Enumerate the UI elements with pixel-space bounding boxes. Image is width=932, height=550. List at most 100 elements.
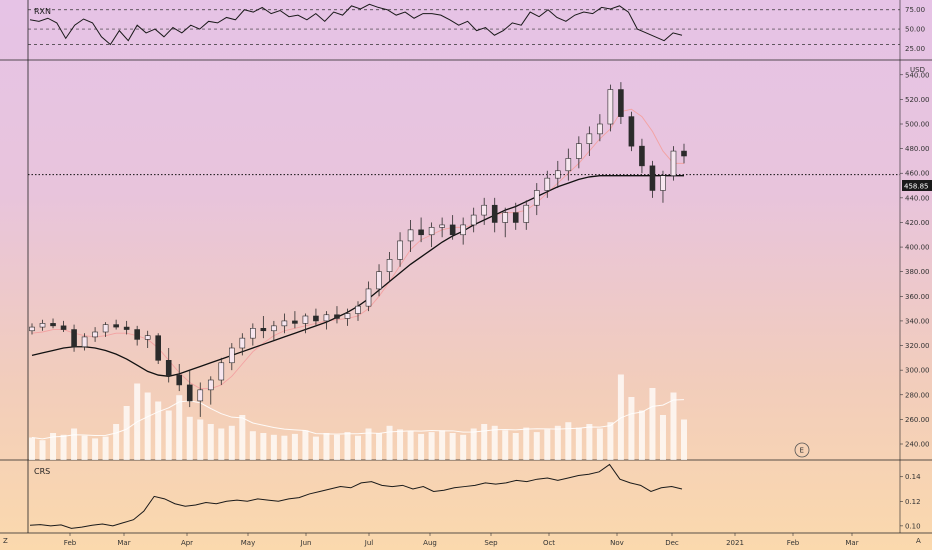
- crs-title: CRS: [34, 467, 50, 476]
- price-candle: [470, 207, 477, 233]
- volume-bar: [596, 428, 603, 460]
- candle-body: [229, 347, 235, 364]
- price-candle: [681, 143, 687, 164]
- volume-bar: [449, 433, 456, 460]
- volume-bar: [344, 432, 351, 460]
- candle-body: [281, 320, 288, 327]
- volume-bar: [239, 415, 246, 460]
- price-candle: [428, 222, 435, 248]
- volume-bar: [218, 428, 225, 460]
- price-candle: [344, 308, 351, 326]
- price-candle: [260, 316, 267, 339]
- price-tick-label: 540.00: [905, 71, 930, 79]
- price-candle: [618, 82, 624, 124]
- candle-body: [313, 315, 319, 322]
- price-candle: [418, 217, 424, 243]
- volume-bar: [186, 416, 193, 460]
- earnings-marker[interactable]: E: [794, 442, 810, 458]
- candle-body: [555, 170, 561, 179]
- last-price-value: 458.85: [904, 183, 929, 191]
- volume-bar: [481, 424, 488, 460]
- candle-body: [670, 150, 677, 176]
- price-candle: [376, 264, 382, 297]
- volume-bar: [207, 424, 214, 460]
- candle-body: [639, 145, 645, 167]
- price-candle: [186, 370, 193, 408]
- price-tick-label: 480.00: [905, 145, 930, 153]
- volume-bar: [365, 428, 372, 460]
- volume-bar: [628, 397, 635, 460]
- candle-body: [292, 320, 298, 324]
- volume-bar: [575, 427, 582, 460]
- candle-body: [81, 336, 88, 348]
- price-candle: [597, 114, 603, 142]
- price-candle: [229, 343, 235, 371]
- volume-bar: [617, 374, 624, 460]
- volume-bar: [376, 433, 383, 460]
- x-tick-label: May: [241, 539, 255, 547]
- volume-bar: [607, 422, 614, 460]
- crs-series-line: [29, 463, 683, 529]
- volume-bar: [123, 406, 130, 460]
- price-candle: [302, 313, 309, 334]
- auto-scale-label[interactable]: A: [916, 537, 921, 545]
- volume-bar: [533, 432, 540, 460]
- candle-body: [649, 165, 656, 191]
- price-candle: [660, 170, 666, 203]
- candle-body: [470, 214, 477, 226]
- candle-body: [660, 175, 666, 191]
- volume-bar: [144, 392, 151, 460]
- price-candle: [586, 126, 593, 156]
- volume-bar: [260, 433, 267, 460]
- volume-bar: [386, 425, 393, 460]
- candle-body: [71, 329, 77, 348]
- price-candle: [281, 313, 288, 334]
- candle-body: [323, 314, 330, 322]
- price-tick-label: 260.00: [905, 416, 930, 424]
- x-tick-label: Apr: [181, 539, 193, 547]
- volume-bar: [176, 395, 183, 460]
- volume-bar: [470, 428, 477, 460]
- volume-bar: [92, 438, 99, 460]
- volume-bar: [638, 410, 645, 460]
- price-candle: [239, 333, 246, 356]
- candle-body: [544, 177, 551, 191]
- price-candle: [323, 311, 330, 330]
- rsi-series-line: [29, 3, 683, 46]
- price-candle: [481, 197, 487, 225]
- price-candle: [92, 327, 98, 342]
- volume-bar: [544, 429, 551, 460]
- volume-bar: [565, 422, 572, 460]
- volume-bar: [302, 430, 309, 460]
- candle-body: [60, 325, 67, 330]
- volume-bar: [418, 433, 425, 460]
- volume-bar: [113, 424, 120, 460]
- volume-bar: [439, 430, 446, 460]
- price-tick-label: 280.00: [905, 391, 930, 399]
- price-tick-label: 240.00: [905, 441, 930, 449]
- price-tick-label: 300.00: [905, 367, 930, 375]
- price-candle: [144, 330, 151, 348]
- candle-body: [523, 204, 530, 223]
- timezone-label[interactable]: Z: [3, 537, 8, 545]
- volume-bar: [681, 419, 687, 460]
- price-candle: [639, 138, 645, 174]
- candle-body: [186, 384, 193, 402]
- volume-bar: [50, 433, 57, 460]
- price-tick-label: 520.00: [905, 96, 930, 104]
- price-candle: [292, 311, 298, 329]
- volume-bar: [291, 433, 298, 460]
- price-candle: [123, 320, 130, 335]
- candle-body: [260, 328, 267, 332]
- volume-bar: [649, 388, 656, 460]
- price-candle: [502, 207, 509, 238]
- volume-bar: [270, 434, 277, 460]
- price-candle: [176, 364, 183, 392]
- candle-body: [576, 143, 582, 159]
- x-tick-label: Aug: [423, 539, 437, 547]
- price-candle: [60, 320, 67, 332]
- price-candle: [386, 252, 393, 282]
- candle-body: [155, 335, 161, 361]
